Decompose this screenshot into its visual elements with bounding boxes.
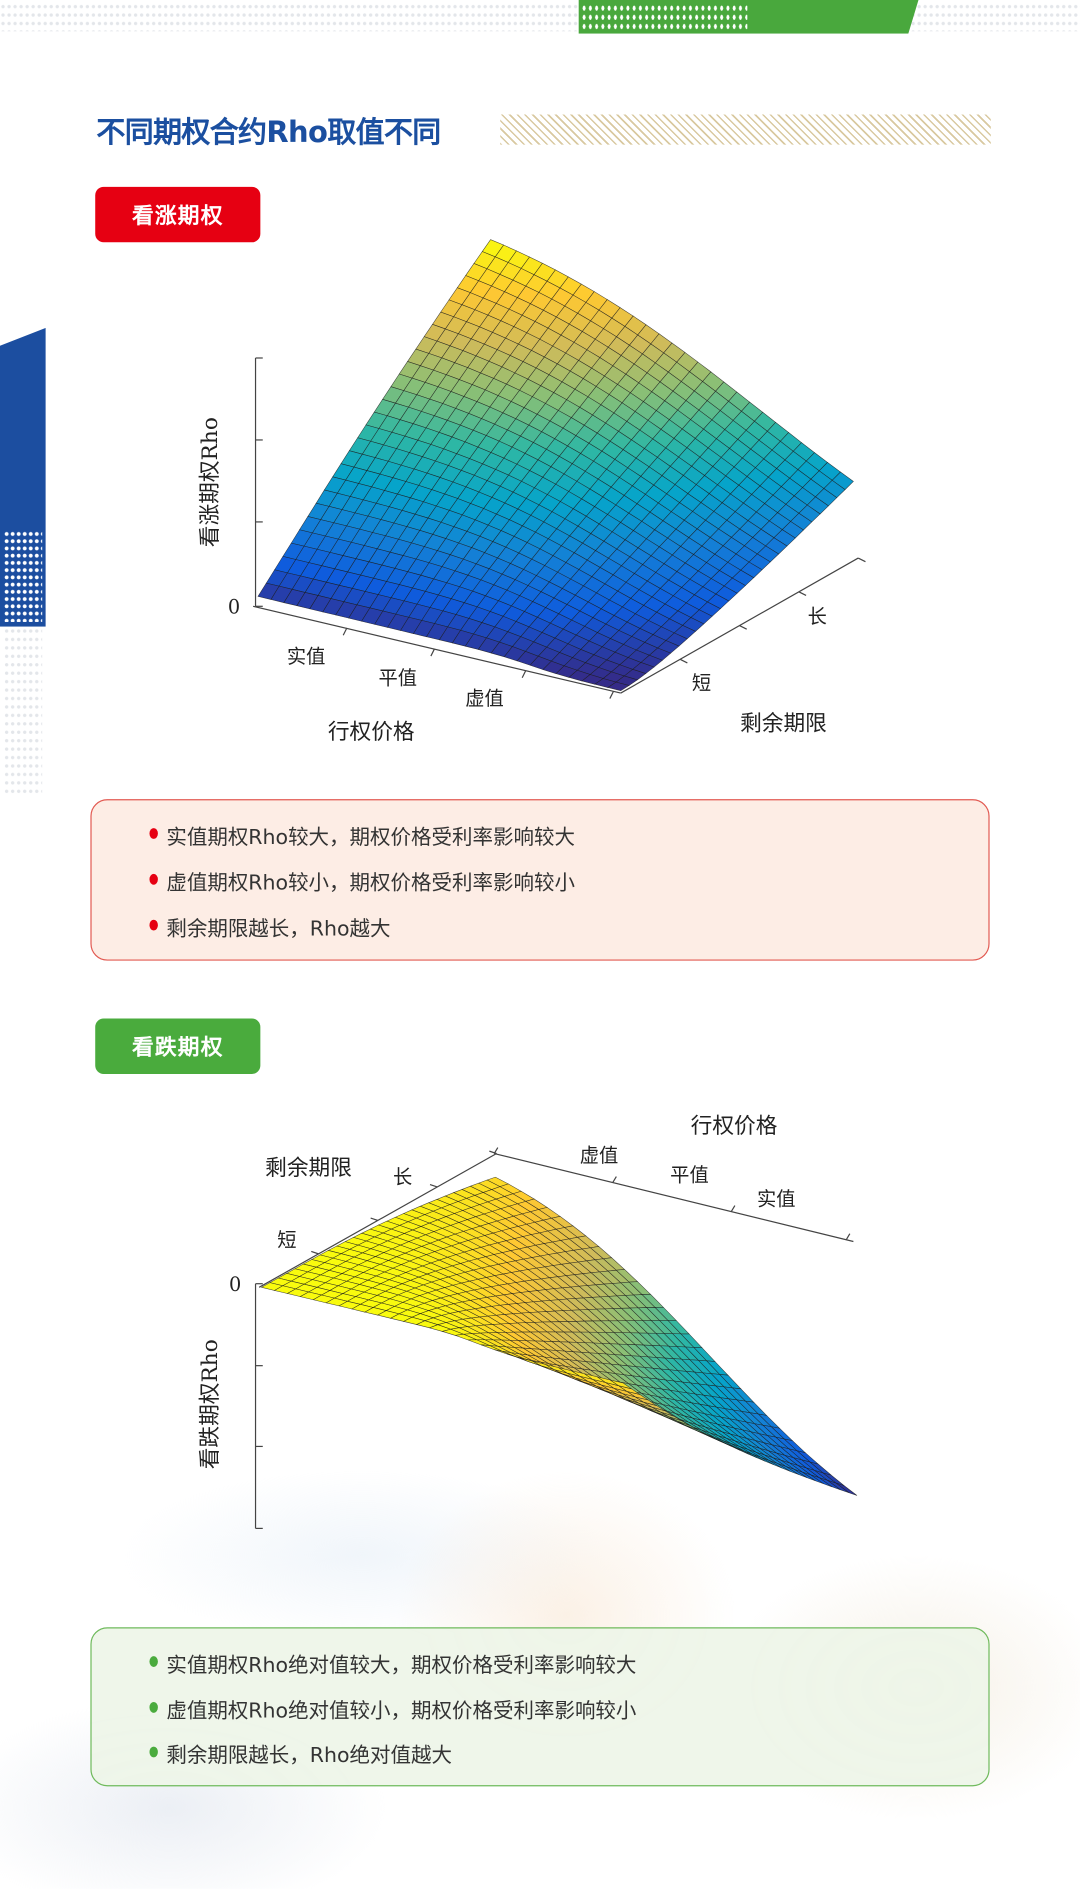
- bullet-icon: [149, 1746, 158, 1758]
- page-title: 不同期权合约Rho取值不同: [96, 115, 441, 150]
- y-tick: [370, 1217, 379, 1221]
- call-notes-box: 实值期权Rho较大，期权价格受利率影响较大 虚值期权Rho较小，期权价格受利率影…: [90, 799, 990, 961]
- list-item: 实值期权Rho绝对值较大，期权价格受利率影响较大: [149, 1648, 637, 1678]
- put-surface: [260, 1176, 858, 1496]
- y-tick: [798, 591, 807, 596]
- x-tick: [612, 1176, 617, 1183]
- y-tick-label: 长: [393, 1166, 412, 1189]
- y-tick: [489, 1150, 497, 1155]
- put-notes-box: 实值期权Rho绝对值较大，期权价格受利率影响较大 虚值期权Rho绝对值较小，期权…: [90, 1627, 990, 1787]
- put-rho-surface-chart: 0 看跌期权Rho 短 长 剩余期限 虚值 平值 实值 行权价格: [198, 1114, 858, 1529]
- list-item: 剩余期限越长，Rho绝对值越大: [149, 1738, 453, 1769]
- bullet-icon: [149, 873, 158, 885]
- put-option-badge: 看跌期权: [95, 1018, 261, 1074]
- note-text: 虚值期权Rho绝对值较小，期权价格受利率影响较小: [166, 1699, 637, 1724]
- top-green-dot-pattern: [580, 3, 748, 31]
- list-item: 虚值期权Rho绝对值较小，期权价格受利率影响较小: [149, 1694, 637, 1724]
- call-surface: [257, 239, 854, 691]
- x-tick: [493, 1147, 499, 1154]
- y-tick: [311, 1250, 319, 1255]
- x-tick: [730, 1205, 736, 1212]
- y-axis-title: 剩余期限: [265, 1156, 352, 1181]
- x-tick-label: 虚值: [465, 687, 504, 710]
- x-axis-title: 行权价格: [328, 720, 415, 745]
- title-hatch-decoration: [500, 114, 991, 145]
- axis-ticks: [311, 1147, 851, 1255]
- x-tick-label: 平值: [378, 667, 417, 690]
- bullet-icon: [149, 1656, 158, 1668]
- note-text: 实值期权Rho绝对值较大，期权价格受利率影响较大: [166, 1653, 637, 1678]
- left-faint-dot-pattern: [3, 626, 43, 796]
- note-text: 虚值期权Rho较小，期权价格受利率影响较小: [166, 871, 575, 896]
- z-axis-title: 看跌期权Rho: [198, 1339, 223, 1469]
- call-rho-surface-chart: 0 看涨期权Rho 实值 平值 虚值 行权价格 短 长 剩余期限: [198, 239, 866, 745]
- y-tick-label: 短: [692, 671, 711, 694]
- x-tick-label: 实值: [757, 1187, 796, 1210]
- note-text: 实值期权Rho较大，期权价格受利率影响较大: [166, 825, 575, 850]
- call-option-badge: 看涨期权: [95, 186, 261, 243]
- axis-ticks: [342, 557, 866, 699]
- bullet-icon: [149, 919, 158, 931]
- x-axis-title: 行权价格: [691, 1114, 778, 1139]
- x-axis: [494, 1152, 854, 1243]
- x-tick-label: 平值: [670, 1163, 709, 1186]
- surface-cell: [607, 681, 630, 691]
- note-text: 剩余期限越长，Rho越大: [166, 917, 391, 942]
- list-item: 实值期权Rho较大，期权价格受利率影响较大: [149, 820, 575, 850]
- x-tick: [521, 670, 527, 679]
- z-tick-label: 0: [229, 1273, 241, 1296]
- list-item: 剩余期限越长，Rho越大: [149, 911, 391, 942]
- y-axis-title: 剩余期限: [740, 711, 827, 736]
- y-tick: [679, 658, 688, 664]
- list-item: 虚值期权Rho较小，期权价格受利率影响较小: [149, 865, 575, 896]
- y-tick: [857, 557, 866, 563]
- y-tick-label: 长: [808, 605, 827, 628]
- left-dot-pattern: [3, 530, 43, 622]
- x-tick: [430, 648, 436, 657]
- x-tick: [342, 627, 348, 636]
- note-text: 剩余期限越长，Rho绝对值越大: [166, 1744, 453, 1769]
- y-tick: [739, 625, 747, 630]
- surface-cell: [610, 1379, 632, 1390]
- x-tick-label: 虚值: [580, 1144, 619, 1167]
- x-tick: [609, 691, 614, 699]
- bullet-icon: [149, 1701, 158, 1713]
- y-tick: [429, 1183, 438, 1188]
- z-tick-label: 0: [228, 596, 240, 619]
- z-axis-title: 看涨期权Rho: [198, 417, 223, 547]
- y-tick-label: 短: [277, 1228, 296, 1251]
- x-axis: [252, 605, 621, 694]
- x-tick-label: 实值: [287, 645, 326, 668]
- bullet-icon: [149, 828, 158, 839]
- x-tick: [845, 1233, 851, 1241]
